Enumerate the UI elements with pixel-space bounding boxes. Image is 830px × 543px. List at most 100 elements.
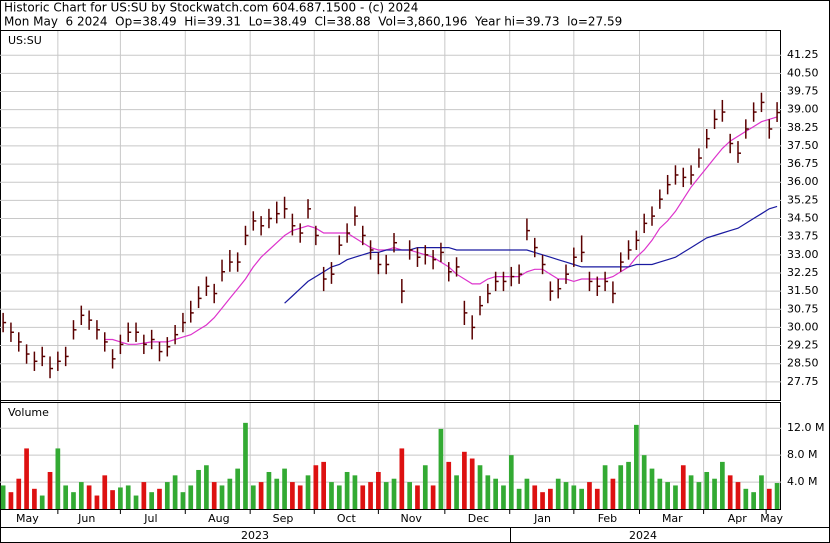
volume-bar	[720, 461, 725, 509]
volume-bar	[524, 478, 530, 509]
x-tick-label: Jun	[77, 512, 95, 525]
y-tick-label: 41.25	[787, 48, 819, 61]
volume-bar	[235, 468, 241, 509]
volume-bar	[227, 478, 233, 509]
volume-bar	[665, 482, 670, 509]
volume-bar	[555, 478, 561, 509]
volume-bar	[329, 482, 334, 509]
volume-bar	[78, 482, 84, 509]
volume-bar	[391, 478, 397, 509]
x-tick-label: Sep	[273, 512, 294, 525]
volume-bar	[211, 482, 217, 509]
volume-bar	[360, 485, 366, 509]
y-tick-label: 38.25	[787, 121, 819, 134]
volume-bar	[290, 482, 295, 509]
volume-bar	[407, 482, 412, 509]
volume-bar	[532, 485, 538, 509]
volume-bar	[462, 451, 467, 509]
volume-bar	[71, 492, 76, 509]
volume-bar	[548, 488, 553, 509]
volume-bar	[704, 471, 710, 509]
volume-bar	[0, 485, 6, 509]
volume-bar	[336, 485, 342, 509]
volume-bar	[102, 475, 108, 509]
volume-bar	[118, 487, 123, 509]
volume-bar	[649, 468, 655, 509]
volume-bar	[774, 483, 780, 509]
volume-bar	[735, 482, 741, 509]
x-tick-label: Feb	[598, 512, 617, 525]
y-tick-label: 36.00	[787, 175, 819, 188]
volume-bar	[305, 475, 311, 509]
x-tick-label: Jan	[533, 512, 551, 525]
volume-bar	[172, 475, 178, 509]
volume-bar	[680, 465, 686, 509]
volume-bar	[626, 461, 631, 509]
volume-bar	[376, 471, 381, 509]
y-tick-label: 32.25	[787, 266, 819, 279]
volume-bar	[446, 461, 452, 509]
volume-bar	[641, 455, 647, 509]
volume-bar	[657, 478, 663, 509]
moving-average-line	[104, 116, 778, 345]
y-tick-label: 33.75	[787, 230, 819, 243]
symbol: US:SU	[8, 34, 42, 47]
volume-bar	[587, 482, 592, 509]
volume-bar	[673, 485, 678, 509]
moving-average-line	[284, 205, 778, 304]
volume-bar	[313, 465, 319, 509]
volume-bar	[110, 490, 115, 509]
y-tick-label: 34.50	[787, 212, 819, 225]
volume-bar	[759, 475, 764, 509]
volume-bar	[766, 488, 772, 509]
volume-bar	[383, 482, 389, 509]
volume-bar	[196, 469, 201, 509]
volume-bar	[743, 488, 749, 509]
volume-bar	[477, 465, 483, 509]
volume-bar	[180, 492, 186, 509]
volume-bar	[344, 471, 350, 509]
volume-bar	[602, 465, 608, 509]
x-tick-label: Nov	[400, 512, 422, 525]
x-tick-label: Aug	[208, 512, 229, 525]
x-tick-label: Apr	[728, 512, 748, 525]
volume-bar	[415, 485, 420, 509]
volume-bar	[149, 492, 155, 509]
volume-bar	[571, 485, 577, 509]
volume-bar	[422, 465, 428, 509]
year-label: 2024	[629, 529, 657, 542]
volume-bar	[688, 475, 694, 509]
volume-bar	[47, 471, 53, 509]
volume-bar	[563, 482, 569, 509]
y-tick-label: 30.00	[787, 320, 819, 333]
y-tick-label: 8.0 M	[787, 448, 817, 461]
volume-bar	[258, 482, 264, 509]
volume-bar	[219, 485, 225, 509]
volume-bar	[164, 482, 170, 509]
chart-subtitle: Mon May 6 2024 Op=38.49 Hi=39.31 Lo=38.4…	[4, 15, 622, 29]
volume-bar	[24, 448, 29, 509]
y-tick-label: 31.50	[787, 284, 819, 297]
volume-bar	[579, 488, 584, 509]
volume-bar	[282, 468, 287, 509]
volume-bar	[438, 428, 444, 509]
y-tick-label: 35.25	[787, 193, 819, 206]
y-tick-label: 28.50	[787, 357, 819, 370]
volume-bar	[634, 424, 639, 509]
volume-bar	[243, 422, 248, 509]
y-tick-label: 30.75	[787, 302, 819, 315]
volume-panel	[0, 402, 781, 510]
volume-bar	[485, 475, 491, 509]
volume-bar	[266, 471, 272, 509]
x-tick-label: May	[760, 512, 783, 525]
y-tick-label: 33.00	[787, 248, 819, 261]
chart-title: Historic Chart for US:SU by Stockwatch.c…	[4, 1, 418, 15]
volume-bar	[157, 488, 162, 509]
volume-bar	[618, 465, 624, 509]
volume-bar	[250, 485, 256, 509]
volume-bar	[516, 488, 522, 509]
volume-bar	[399, 448, 405, 509]
volume-title: Volume	[8, 406, 49, 419]
volume-bar	[39, 495, 45, 509]
